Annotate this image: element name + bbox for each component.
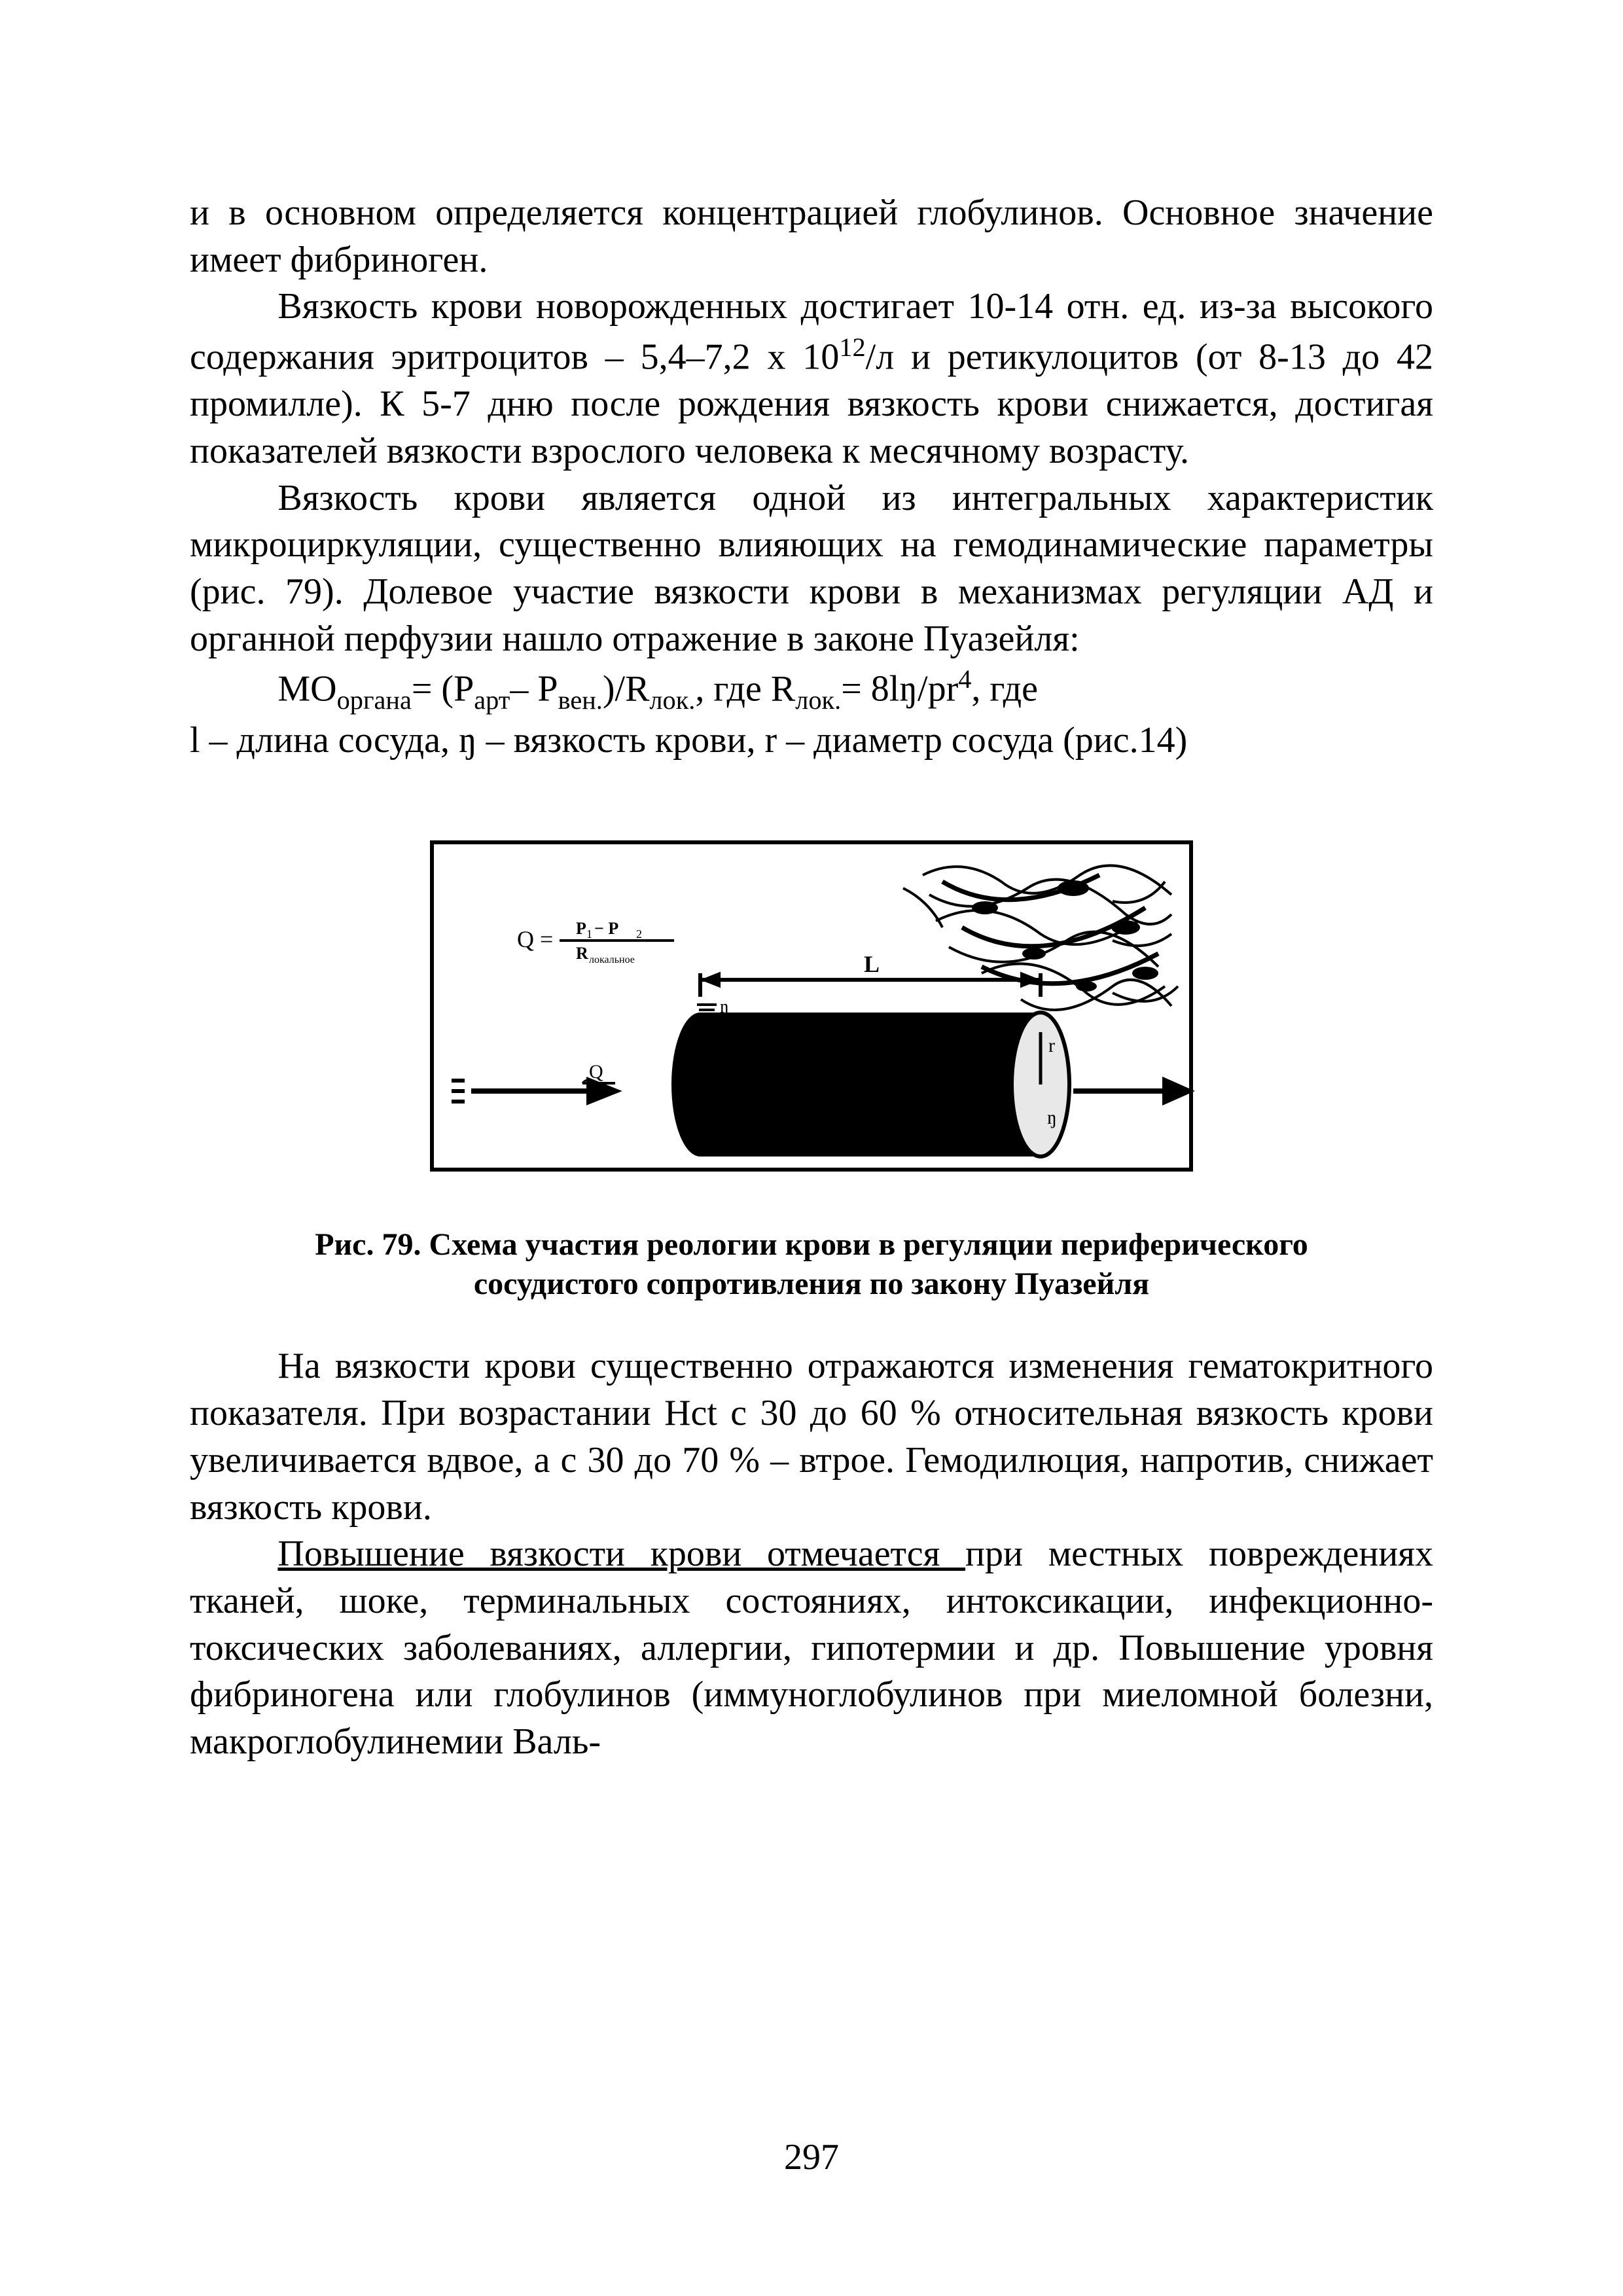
num-minus: − P (594, 919, 618, 938)
num-P1: P (576, 919, 586, 938)
formula-sub5: лок. (795, 685, 841, 715)
L-label: L (864, 951, 880, 977)
formula-sup1: 4 (958, 664, 971, 694)
vessel-cylinder-body (700, 1013, 1041, 1157)
formula-mid3: )/R (603, 669, 650, 709)
paragraph-3-text: Вязкость крови является одной из интегра… (190, 478, 1433, 659)
q-equals: Q = (517, 926, 553, 952)
formula-line: МОоргана= (Рарт– Рвен.)/Rлок., где Rлок.… (190, 662, 1433, 717)
body-text: и в основном определяется концентрацией … (190, 190, 1433, 764)
caption-line-2: сосудистого сопротивления по закону Пуаз… (474, 1266, 1149, 1301)
paragraph-1: и в основном определяется концентрацией … (190, 190, 1433, 283)
page: и в основном определяется концентрацией … (0, 0, 1623, 2296)
eta-label-inside: ŋ (1047, 1107, 1057, 1128)
paragraph-2: Вязкость крови новорожденных достигает 1… (190, 283, 1433, 475)
formula-sub3: вен. (558, 685, 603, 715)
formula-mid2: – Р (510, 669, 558, 709)
formula-mid1: = (Р (412, 669, 474, 709)
formula-pre: МО (277, 669, 336, 709)
body-text-lower: На вязкости крови существенно отражаются… (190, 1343, 1433, 1765)
formula-sub2: арт (474, 685, 510, 715)
eta-label: ŋ (720, 997, 729, 1017)
paragraph-3: Вязкость крови является одной из интегра… (190, 475, 1433, 663)
paragraph-6: Повышение вязкости крови отмечается при … (190, 1531, 1433, 1765)
den-sub: локальное (589, 954, 635, 965)
paragraph-4-text: l – длина сосуда, ŋ – вязкость крови, r … (190, 720, 1187, 761)
formula-mid4: , где R (695, 669, 795, 709)
formula-sub1: органа (337, 685, 412, 715)
formula-mid5: = 8lŋ/pr (841, 669, 958, 709)
num-sub1: 1 (586, 927, 592, 941)
page-number: 297 (0, 2136, 1623, 2178)
paragraph-6-underlined: Повышение вязкости крови отмечается (277, 1534, 965, 1574)
paragraph-5-text: На вязкости крови существенно отражаются… (190, 1346, 1433, 1527)
q-small: Q (589, 1061, 603, 1083)
paragraph-2-sup: 12 (839, 332, 865, 362)
figure-79-svg: r ŋ L ŋ Q = (393, 816, 1230, 1196)
formula-tail: , где (971, 669, 1038, 709)
caption-line-1: Рис. 79. Схема участия реологии крови в … (315, 1227, 1308, 1262)
num-sub2: 2 (636, 927, 642, 941)
figure-79-caption: Рис. 79. Схема участия реологии крови в … (190, 1225, 1433, 1304)
paragraph-1-text: и в основном определяется концентрацией … (190, 192, 1433, 280)
paragraph-5: На вязкости крови существенно отражаются… (190, 1343, 1433, 1531)
r-label: r (1048, 1035, 1055, 1056)
vessel-left-cap (671, 1013, 729, 1157)
formula-sub4: лок. (649, 685, 695, 715)
paragraph-4: l – длина сосуда, ŋ – вязкость крови, r … (190, 717, 1433, 764)
den-R: R (576, 944, 588, 963)
figure-79: r ŋ L ŋ Q = (190, 816, 1433, 1199)
